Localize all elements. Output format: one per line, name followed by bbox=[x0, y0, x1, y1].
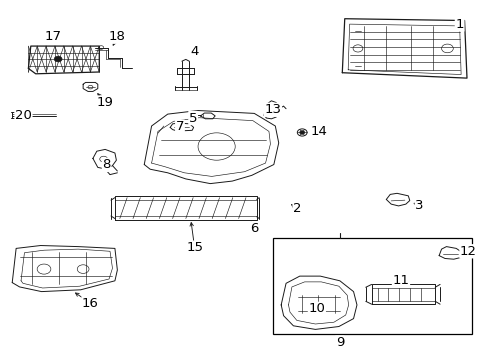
Text: 1: 1 bbox=[454, 18, 463, 31]
Text: 10: 10 bbox=[308, 302, 325, 315]
Text: 17: 17 bbox=[44, 30, 61, 43]
Text: 18: 18 bbox=[109, 30, 125, 43]
Text: 16: 16 bbox=[82, 297, 99, 310]
Text: 8: 8 bbox=[102, 158, 111, 171]
Text: 2: 2 bbox=[292, 202, 301, 215]
Text: 19: 19 bbox=[97, 96, 113, 109]
Circle shape bbox=[56, 58, 60, 60]
Text: 20: 20 bbox=[15, 109, 32, 122]
Text: 9: 9 bbox=[335, 336, 344, 349]
Bar bbox=[272, 238, 471, 334]
Text: 12: 12 bbox=[459, 245, 476, 258]
Text: 4: 4 bbox=[190, 45, 199, 58]
Text: 7: 7 bbox=[175, 120, 184, 133]
Circle shape bbox=[299, 131, 304, 134]
Text: 11: 11 bbox=[392, 274, 408, 287]
Text: 13: 13 bbox=[264, 103, 281, 116]
Text: 5: 5 bbox=[188, 112, 197, 125]
Circle shape bbox=[54, 56, 62, 62]
Text: 6: 6 bbox=[249, 222, 258, 235]
Text: 15: 15 bbox=[186, 241, 203, 254]
Text: 14: 14 bbox=[310, 125, 326, 138]
Text: 3: 3 bbox=[414, 199, 423, 212]
